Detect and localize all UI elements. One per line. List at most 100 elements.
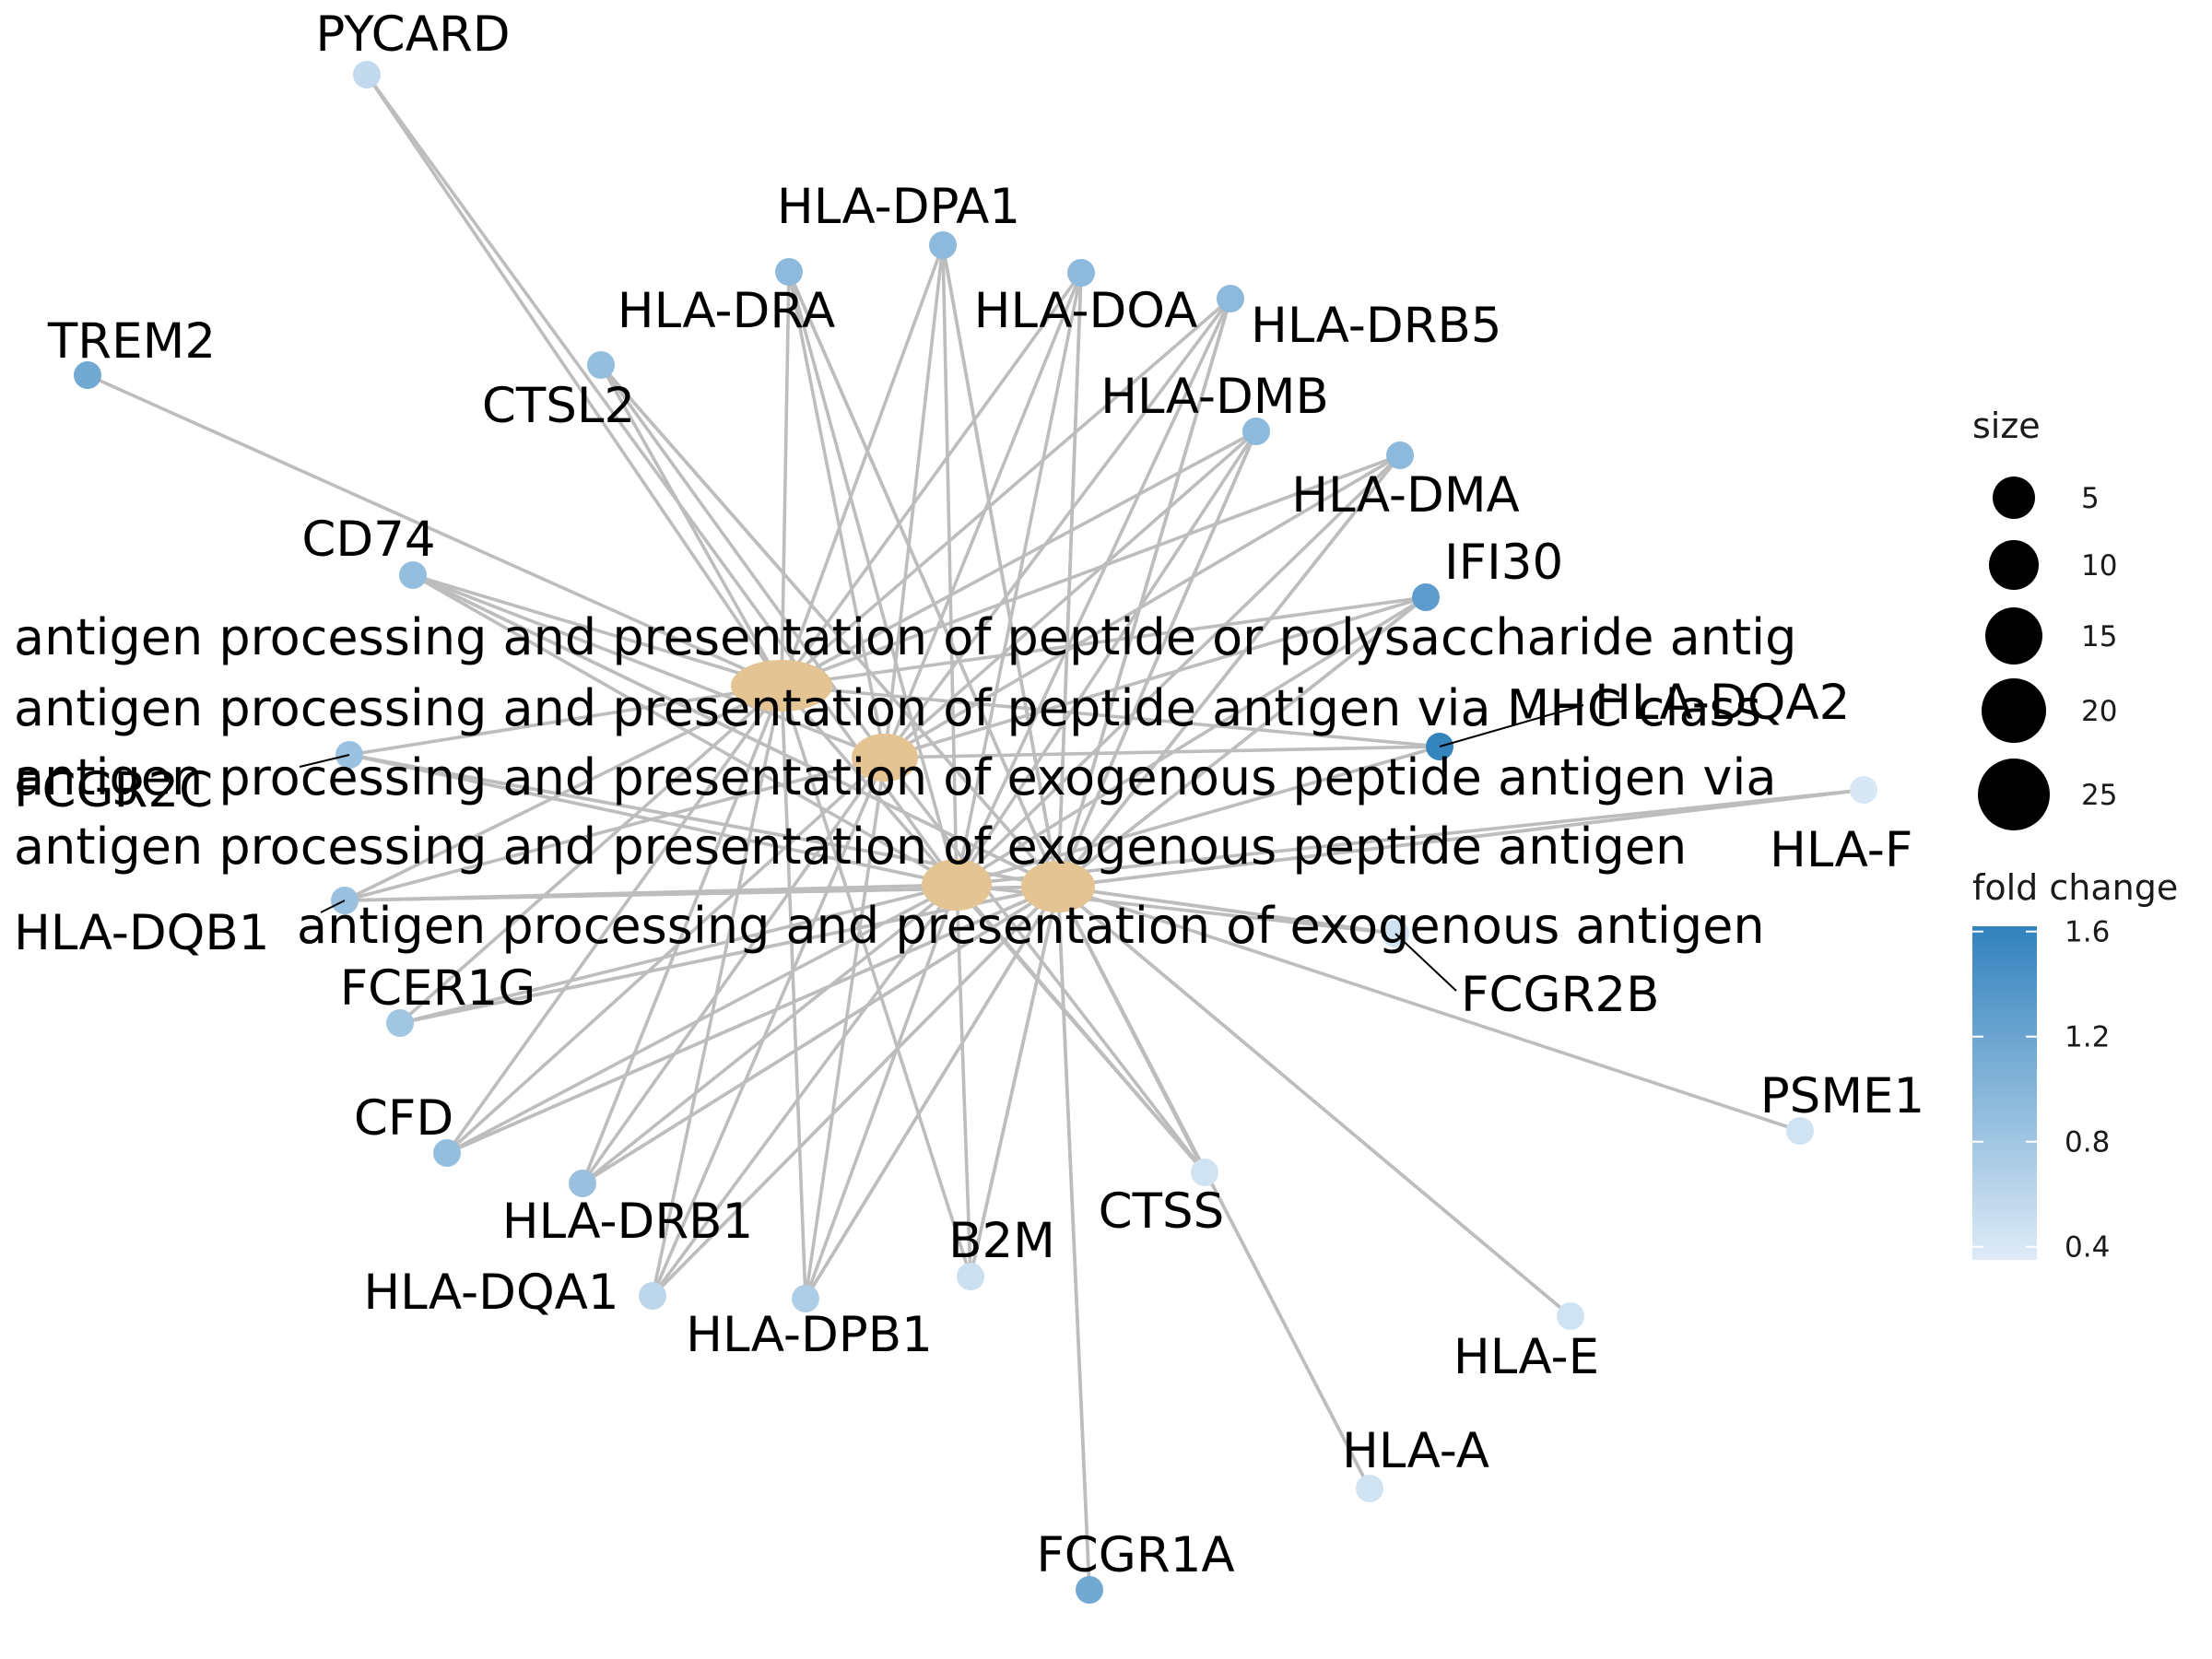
- gene-label-fcgr1a: FCGR1A: [1036, 1527, 1234, 1583]
- gene-node-ctsl2: [587, 351, 615, 379]
- label-leader-line: [299, 754, 350, 768]
- category-label-3: antigen processing and presentation of e…: [14, 748, 1776, 806]
- edge-c2-ctss: [883, 756, 1206, 1174]
- edge-c1-ctsl2: [599, 364, 783, 687]
- gene-label-hla-dra: HLA-DRA: [618, 283, 836, 339]
- edge-layer: [87, 73, 1865, 1591]
- edge-c5-fcgr1a: [1056, 886, 1091, 1591]
- edge-c3-cd74: [412, 573, 958, 887]
- edge-c2-ifi30: [884, 595, 1427, 759]
- edge-c3-hla-dpb1: [804, 884, 959, 1300]
- gene-label-fcgr2b: FCGR2B: [1461, 967, 1659, 1023]
- gene-node-fcgr1a: [1076, 1576, 1103, 1604]
- color-legend-bar: [1972, 926, 2037, 1260]
- edge-c3-hla-dmb: [955, 430, 1258, 886]
- size-legend-label: 10: [2081, 549, 2117, 582]
- category-label-1: antigen processing and presentation of p…: [14, 608, 1796, 666]
- gene-node-hla-doa: [1067, 259, 1095, 287]
- edge-c1-ifi30: [781, 595, 1427, 688]
- gene-node-hla-drb5: [1217, 285, 1244, 312]
- edge-c3-fcer1g: [399, 883, 958, 1025]
- color-legend-tick-label: 0.4: [2065, 1231, 2110, 1265]
- edge-c5-hla-dmb: [1056, 430, 1258, 888]
- edge-c1-b2m: [780, 685, 972, 1277]
- edge-c5-hla-f: [1057, 788, 1865, 888]
- edge-c1-hla-drb1: [581, 685, 783, 1184]
- label-leader-line: [320, 900, 346, 913]
- edge-c2-hla-dra: [787, 271, 887, 759]
- gene-node-ctss: [1191, 1159, 1218, 1186]
- gene-label-hla-a: HLA-A: [1342, 1423, 1489, 1479]
- category-label-4: antigen processing and presentation of e…: [14, 818, 1687, 876]
- edge-c1-fcer1g: [398, 684, 783, 1025]
- gene-node-hla-drb1: [569, 1170, 596, 1197]
- leader-line-layer: [299, 704, 1584, 992]
- label-layer: antigen processing and presentation of p…: [14, 6, 1924, 1583]
- edge-c5-fcgr2b: [1057, 885, 1396, 935]
- edge-c5-hla-dpa1: [941, 244, 1060, 888]
- edge-c1-hla-dpa1: [780, 244, 945, 687]
- gene-label-hla-dqb1: HLA-DQB1: [14, 905, 269, 961]
- size-legend: 5 10 15 20 25: [1978, 477, 2117, 830]
- edge-c1-hla-doa: [780, 271, 1083, 688]
- category-node-layer: [731, 660, 1095, 912]
- gene-label-b2m: B2M: [948, 1213, 1055, 1269]
- gene-label-fcgr2c: FCGR2C: [14, 762, 213, 818]
- edge-c3-hla-drb5: [955, 298, 1232, 886]
- category-label-2: antigen processing and presentation of p…: [14, 679, 1761, 737]
- gene-node-pycard: [353, 61, 381, 88]
- gene-label-cd74: CD74: [301, 512, 435, 568]
- edge-c1-pycard: [365, 73, 783, 688]
- size-legend-label: 15: [2081, 620, 2117, 653]
- label-leader-line: [1439, 704, 1584, 747]
- gene-label-psme1: PSME1: [1760, 1068, 1925, 1124]
- color-legend-title: fold change: [1972, 867, 2178, 908]
- gene-label-hla-dmb: HLA-DMB: [1100, 369, 1329, 425]
- edge-c3-fcgr2c: [348, 753, 958, 887]
- gene-label-hla-doa: HLA-DOA: [974, 283, 1198, 339]
- gene-node-hla-f: [1850, 776, 1877, 804]
- category-node-5: [1021, 861, 1095, 912]
- gene-node-hla-dqa1: [639, 1282, 666, 1310]
- edge-c5-hla-doa: [1056, 272, 1083, 888]
- gene-label-hla-dqa2: HLA-DQA2: [1594, 675, 1850, 731]
- edge-c5-hla-dma: [1056, 453, 1402, 888]
- category-node-2: [852, 734, 918, 782]
- edge-c5-hla-a: [1056, 886, 1371, 1489]
- gene-label-hla-dpb1: HLA-DPB1: [686, 1307, 933, 1363]
- gene-node-b2m: [957, 1263, 984, 1290]
- edge-c3-hla-f: [956, 788, 1865, 887]
- size-legend-dot: [1989, 540, 2039, 590]
- edge-c3-hla-dpa1: [941, 244, 959, 886]
- edge-c2-hla-dpb1: [804, 757, 887, 1300]
- gene-node-trem2: [74, 361, 101, 389]
- edge-c5-b2m: [969, 886, 1060, 1277]
- gene-node-psme1: [1786, 1117, 1814, 1145]
- size-legend-label: 20: [2081, 695, 2117, 728]
- gene-label-hla-f: HLA-F: [1770, 822, 1912, 878]
- label-leader-line: [1394, 933, 1457, 992]
- gene-label-cfd: CFD: [354, 1090, 453, 1147]
- edge-c3-ctss: [955, 883, 1206, 1174]
- edge-c5-hla-dra: [787, 271, 1060, 888]
- gene-label-pycard: PYCARD: [315, 6, 510, 63]
- color-legend-tick-label: 1.2: [2065, 1021, 2110, 1054]
- edge-c1-fcgr2c: [348, 684, 782, 757]
- edge-c5-hla-dpb1: [804, 886, 1060, 1300]
- gene-node-hla-dma: [1386, 441, 1414, 469]
- color-legend-ticks: 1.6 1.2 0.8 0.4: [1972, 916, 2110, 1265]
- gene-label-hla-dma: HLA-DMA: [1291, 467, 1520, 524]
- gene-label-ctsl2: CTSL2: [482, 378, 635, 434]
- category-node-3: [922, 859, 992, 911]
- color-legend-tick-label: 1.6: [2065, 916, 2110, 949]
- edge-c2-hla-doa: [883, 272, 1083, 759]
- gene-node-cd74: [399, 561, 427, 589]
- edge-c2-cd74: [412, 573, 886, 759]
- size-legend-label: 5: [2081, 482, 2100, 515]
- edge-c5-ctsl2: [599, 363, 1060, 888]
- edge-c5-cfd: [446, 885, 1059, 1155]
- edge-c5-hla-e: [1056, 885, 1572, 1318]
- gene-node-hla-dpa1: [929, 231, 957, 259]
- edge-c2-hla-dpa1: [883, 244, 945, 759]
- gene-label-hla-e: HLA-E: [1453, 1329, 1599, 1385]
